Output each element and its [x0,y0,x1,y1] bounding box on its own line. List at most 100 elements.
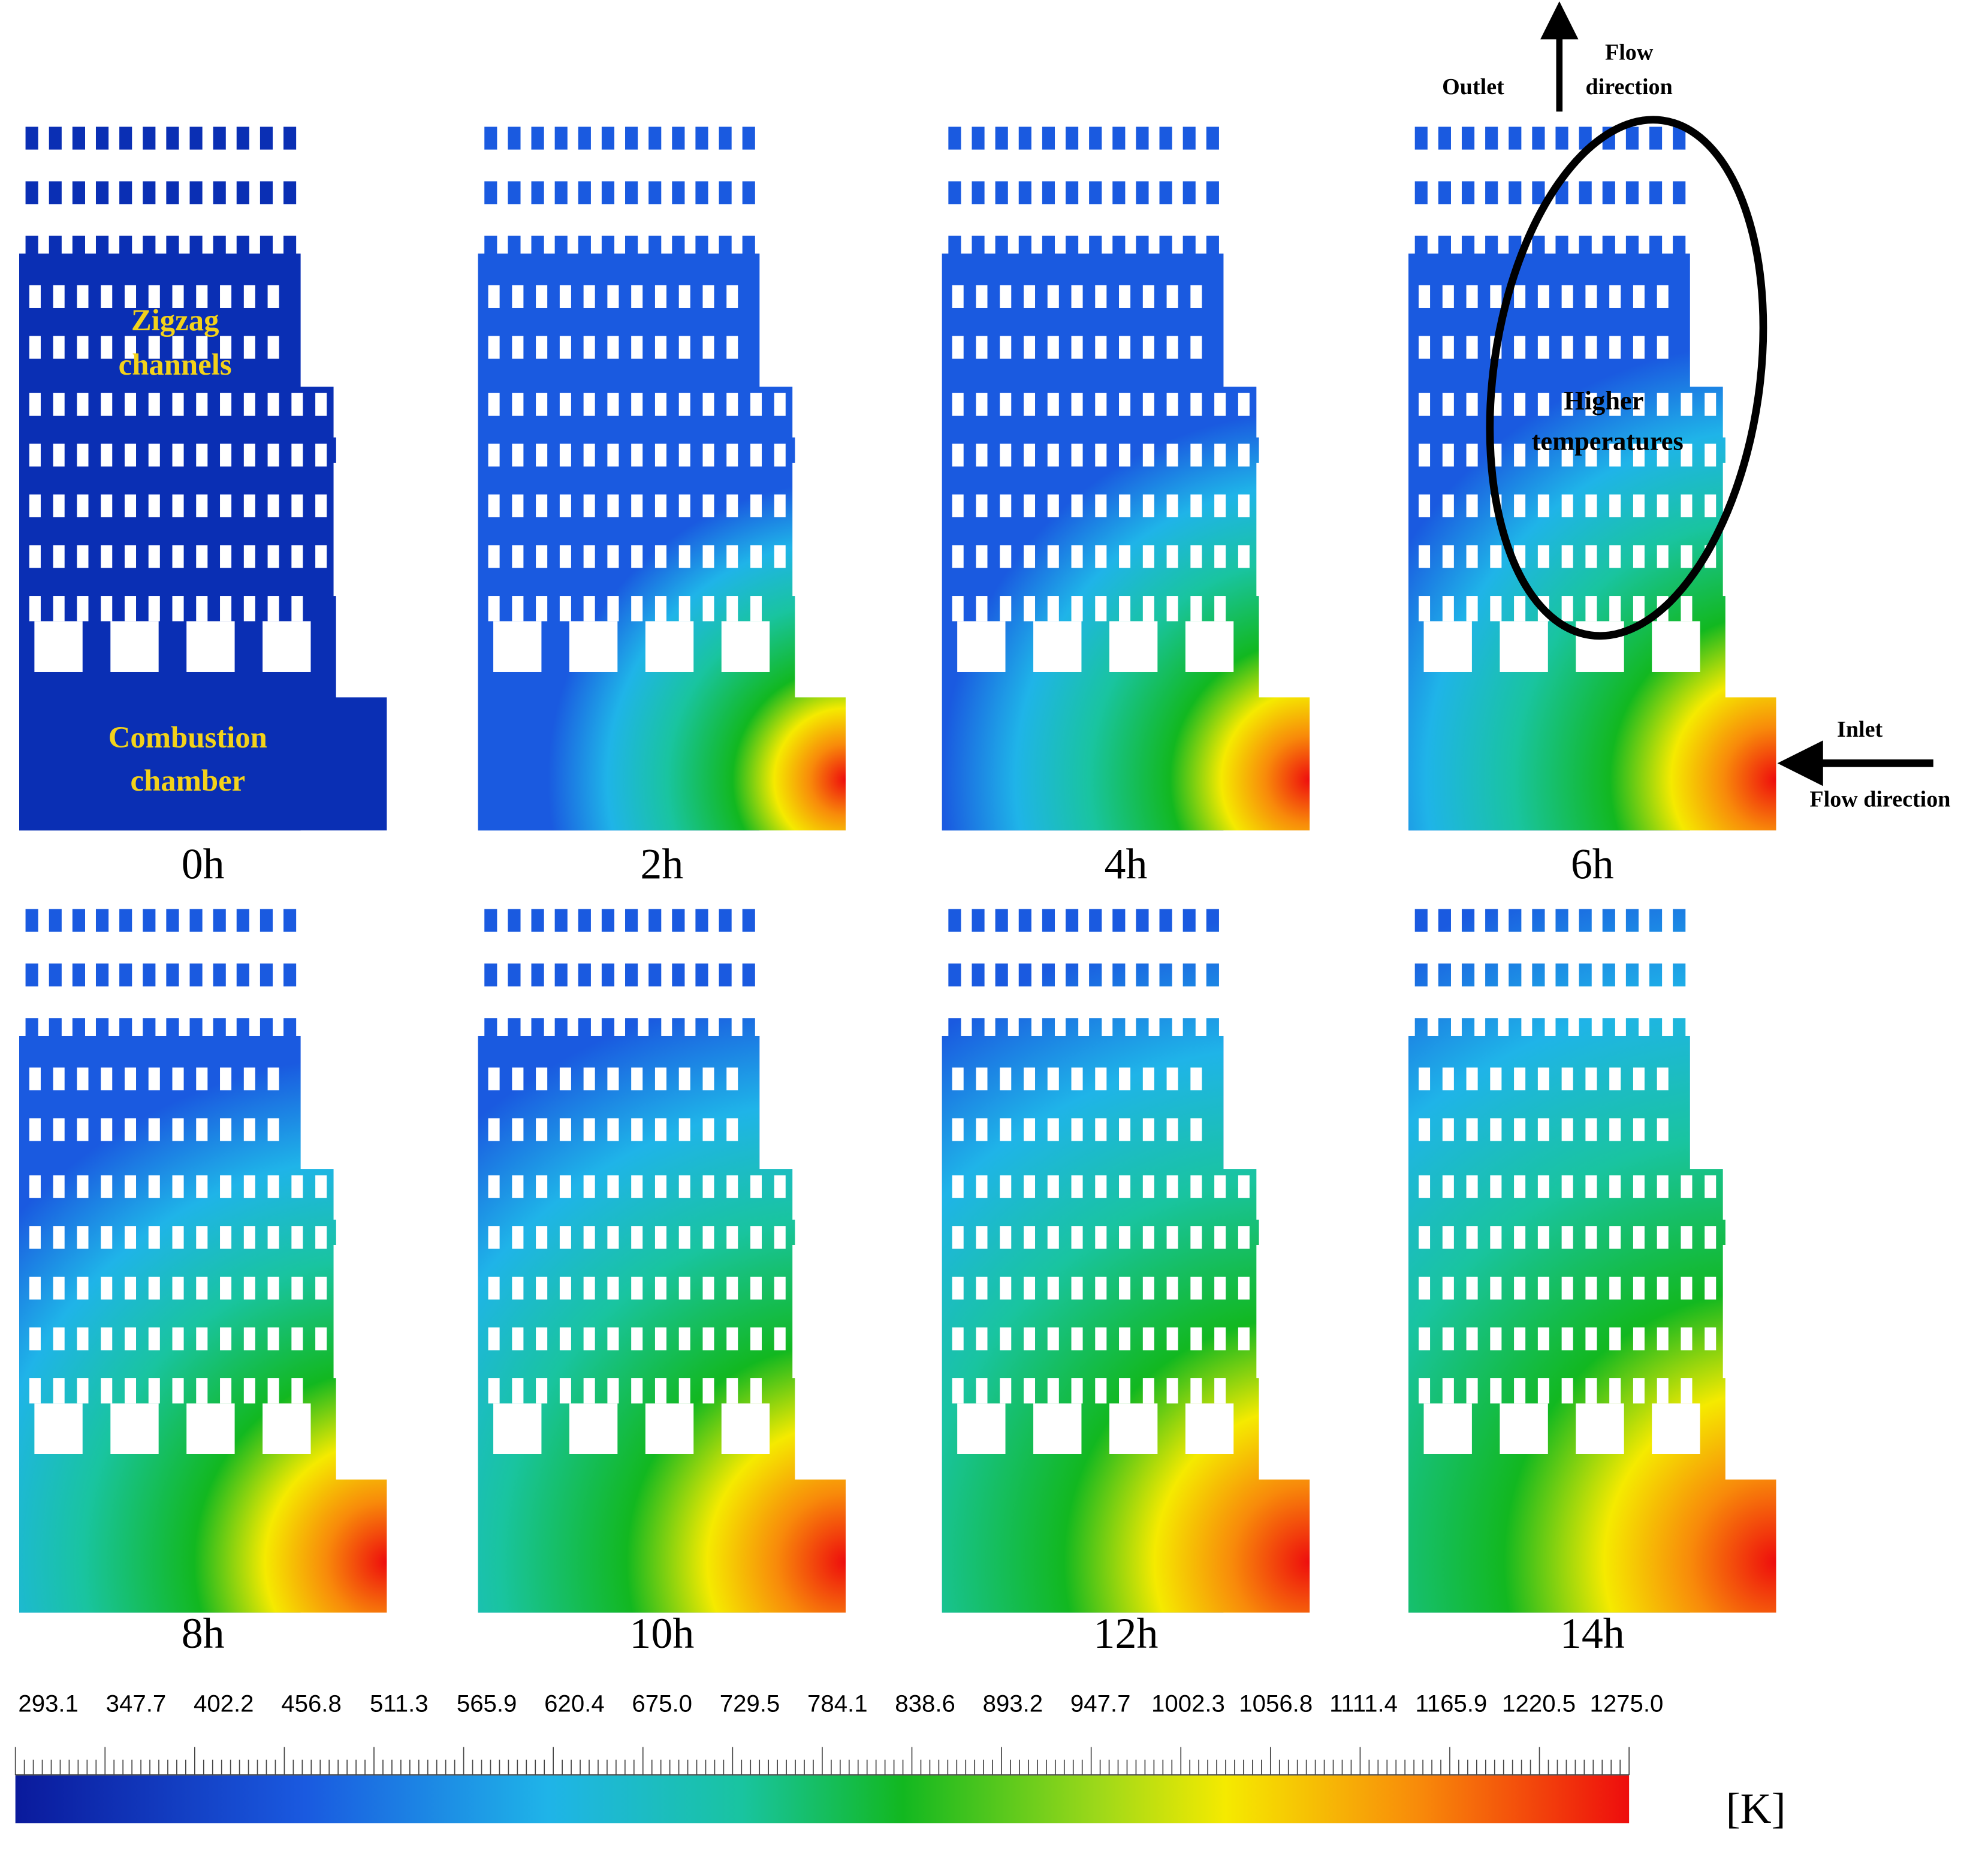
channel-hole [101,1175,113,1198]
channel-hole [1633,596,1645,622]
channel-hole [1023,393,1036,416]
channel-hole [1442,444,1454,467]
channel-hole [172,336,184,359]
channel-hole [1537,1226,1549,1249]
channel-hole [1419,393,1431,416]
channel-hole [1023,1118,1036,1141]
channel-block [1579,963,1592,987]
channel-hole [512,336,524,359]
channel-hole [1023,1276,1036,1300]
channel-hole [488,596,500,622]
channel-block [1602,909,1615,932]
channel-block [119,963,132,987]
channel-block [1485,909,1498,932]
channel-hole [1000,444,1012,467]
channel-hole [1023,494,1036,517]
channel-hole [1633,1276,1645,1300]
chamber-baffle [1109,621,1158,672]
channel-block [236,963,249,987]
channel-block [1461,909,1475,932]
channel-hole [1047,393,1059,416]
channel-hole [631,444,643,467]
channel-hole [512,545,524,568]
channel-hole [607,596,619,622]
channel-hole [1681,494,1693,517]
channel-block [695,909,708,932]
channel-hole [196,1327,208,1350]
channel-hole [1514,596,1526,622]
channel-hole [1071,1226,1083,1249]
channel-hole [726,1226,738,1249]
channel-hole [1023,1067,1036,1090]
channel-hole [607,1226,619,1249]
channel-hole [1419,545,1431,568]
channel-hole [1514,494,1526,517]
chamber-baffle [110,621,159,672]
contour-panel: 10h [478,909,846,1657]
channel-block [72,181,85,204]
channel-hole [1071,336,1083,359]
chamber-baffle [493,1403,542,1454]
channel-hole [1633,336,1645,359]
channel-hole [1023,285,1036,308]
channel-hole [196,1226,208,1249]
channel-block [1042,963,1055,987]
channel-hole [243,596,255,622]
channel-hole [29,596,41,622]
channel-hole [1142,1175,1154,1198]
channel-hole [726,1175,738,1198]
channel-hole [1633,285,1645,308]
channel-hole [1514,1118,1526,1141]
channel-hole [1490,596,1502,622]
channel-block [1532,126,1545,150]
channel-hole [315,1276,327,1300]
channel-hole [267,285,279,308]
channel-hole [583,596,595,622]
channel-hole [583,1175,595,1198]
channel-hole [124,336,137,359]
channel-hole [774,1175,786,1198]
channel-hole [1214,444,1226,467]
chamber-baffle [493,621,542,672]
channel-block [995,181,1008,204]
channel-hole [1095,1327,1107,1350]
channel-hole [315,1327,327,1350]
channel-block [95,909,109,932]
channel-hole [536,393,548,416]
channel-block [143,181,156,204]
channel-hole [976,444,988,467]
channel-hole [1190,1226,1202,1249]
channel-block [1018,181,1031,204]
chamber-baffle [1033,1403,1082,1454]
channel-hole [952,444,964,467]
channel-hole [654,1175,666,1198]
channel-hole [315,494,327,517]
channel-hole [220,1327,232,1350]
channel-hole [1190,596,1202,622]
panel-label: 4h [1105,840,1148,888]
channel-hole [1000,1067,1012,1090]
channel-hole [291,1378,303,1404]
colorbar: [K] 293.1 347.7 402.2 456.8 511.3 565.9 620.4 6… [14,1690,1786,1832]
channel-block [189,909,203,932]
channel-hole [678,545,690,568]
channel-hole [607,444,619,467]
channel-hole [702,444,714,467]
channel-block [143,909,156,932]
channel-hole [1238,1175,1250,1198]
channel-block [1532,181,1545,204]
channel-hole [512,1276,524,1300]
channel-block [508,181,521,204]
colorbar-tick-label: 347.7 [106,1690,167,1717]
channel-hole [1609,1175,1621,1198]
channel-block [508,909,521,932]
channel-hole [631,1175,643,1198]
channel-block [1206,181,1219,204]
channel-hole [1047,285,1059,308]
channel-hole [607,285,619,308]
channel-hole [1166,393,1178,416]
contour-panel: 4h [942,126,1310,888]
channel-hole [172,1378,184,1404]
channel-hole [77,494,89,517]
channel-hole [101,494,113,517]
